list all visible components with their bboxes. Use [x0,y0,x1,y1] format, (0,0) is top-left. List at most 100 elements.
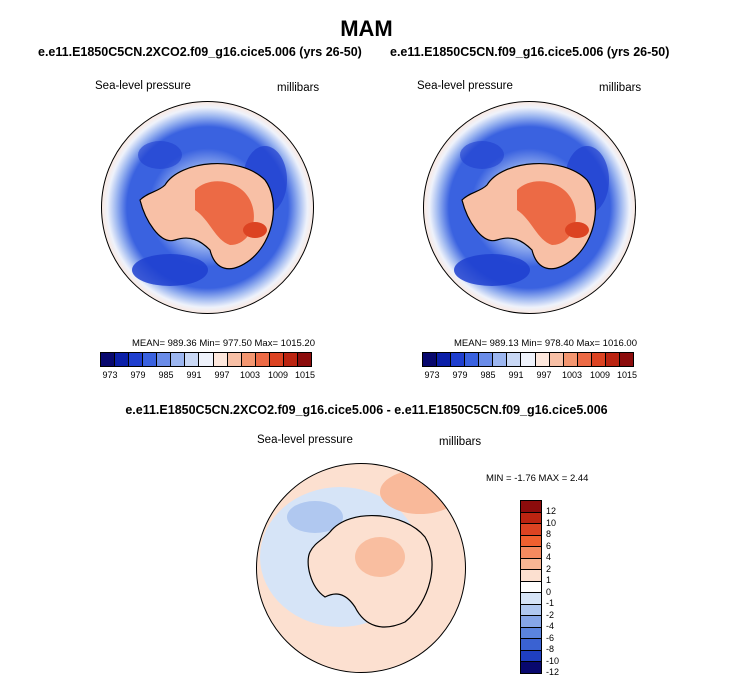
diff-colorbar-tick: -12 [546,667,560,677]
colorbar-tick: 997 [536,370,552,380]
diff-colorbar-tick-labels: 12 10 8 6 4 2 1 0 -1 -2 -4 -6 -8 -10 -12 [546,500,576,677]
colorbar-swatch [479,353,494,366]
colorbar-swatch [143,353,158,366]
panel1-stats: MEAN= 989.36 Min= 977.50 Max= 1015.20 [132,338,315,349]
diff-colorbar-swatch [521,627,541,640]
negative-anomaly-icon [287,501,343,533]
diff-polar-map [256,463,466,673]
diff-colorbar-swatch [521,593,541,605]
diff-colorbar-tick: 12 [546,506,557,516]
colorbar-swatch [157,353,172,366]
diff-colorbar-tick: 0 [546,587,552,597]
colorbar-swatch [521,353,536,366]
low-pressure-trough-icon [132,254,208,286]
panel1-units-label: millibars [277,82,320,94]
colorbar-tick: 1015 [294,370,316,380]
diff-colorbar-swatch [521,662,541,673]
colorbar-tick: 973 [102,370,118,380]
colorbar-tick: 1003 [561,370,583,380]
high-pressure-core-icon [243,222,267,238]
diff-colorbar-swatch [521,558,541,571]
diff-colorbar [520,500,542,674]
panel2-polar-map [423,101,636,314]
diff-colorbar-swatch [521,650,541,663]
colorbar-swatch [199,353,214,366]
colorbar-tick: 1015 [616,370,638,380]
colorbar-tick: 979 [130,370,146,380]
colorbar-swatch [507,353,522,366]
colorbar-swatch [129,353,144,366]
diff-units-label: millibars [439,436,482,448]
colorbar-swatch [451,353,466,366]
diff-colorbar-tick: 6 [546,541,552,551]
diff-colorbar-swatch [521,604,541,617]
panel1-variable-label: Sea-level pressure [95,80,191,92]
positive-anomaly-icon [355,537,405,577]
diff-colorbar-swatch [521,581,541,594]
diff-colorbar-swatch [521,547,541,559]
colorbar-swatch [115,353,130,366]
panel1-case-title: e.e11.E1850C5CN.2XCO2.f09_g16.cice5.006 … [38,45,362,59]
colorbar-tick: 1003 [239,370,261,380]
high-pressure-core-icon [517,181,576,245]
colorbar-swatch [297,353,311,366]
colorbar-swatch [605,353,620,366]
diff-colorbar-tick: -4 [546,621,555,631]
colorbar-tick: 979 [452,370,468,380]
diff-colorbar-swatch [521,639,541,651]
positive-anomaly-icon [380,470,460,514]
colorbar-swatch [577,353,592,366]
colorbar-tick: 985 [480,370,496,380]
colorbar-swatch [535,353,550,366]
diff-colorbar-tick: -10 [546,656,560,666]
colorbar-swatches [100,352,312,367]
diff-colorbar-swatch [521,570,541,582]
colorbar-swatch [549,353,564,366]
diff-colorbar-tick: -2 [546,610,555,620]
diff-colorbar-tick: -1 [546,598,555,608]
panel2-case-title: e.e11.E1850C5CN.f09_g16.cice5.006 (yrs 2… [390,45,670,59]
diff-colorbar-tick: 1 [546,575,552,585]
colorbar-swatch [591,353,606,366]
diff-title: e.e11.E1850C5CN.2XCO2.f09_g16.cice5.006 … [125,403,608,417]
colorbar-tick: 973 [424,370,440,380]
colorbar-swatch [171,353,186,366]
colorbar-swatch [283,353,298,366]
colorbar-swatch [213,353,228,366]
colorbar-swatch [465,353,480,366]
panel2-stats: MEAN= 989.13 Min= 978.40 Max= 1016.00 [454,338,637,349]
colorbar-tick-labels: 973 979 985 991 997 1003 1009 1015 [422,370,638,382]
low-pressure-trough-icon [138,141,182,169]
panel2-colorbar: 973 979 985 991 997 1003 1009 1015 [422,352,638,382]
panel1-polar-map [101,101,314,314]
diff-colorbar-swatch [521,535,541,548]
diff-colorbar-swatch [521,616,541,628]
diff-colorbar-tick: 8 [546,529,552,539]
diff-colorbar-tick: -8 [546,644,555,654]
colorbar-swatch [269,353,284,366]
colorbar-swatch [227,353,242,366]
diff-colorbar-tick: 2 [546,564,552,574]
diff-colorbar-tick: 4 [546,552,552,562]
diff-colorbar-tick: -6 [546,633,555,643]
diff-colorbar-tick: 10 [546,518,557,528]
diff-variable-label: Sea-level pressure [257,434,353,446]
colorbar-swatches [422,352,634,367]
low-pressure-trough-icon [460,141,504,169]
colorbar-swatch [437,353,452,366]
panel2-variable-label: Sea-level pressure [417,80,513,92]
colorbar-swatch [255,353,270,366]
colorbar-swatch [493,353,508,366]
panel1-colorbar: 973 979 985 991 997 1003 1009 1015 [100,352,316,382]
diff-colorbar-swatch [521,501,541,513]
colorbar-tick: 1009 [267,370,289,380]
diff-colorbar-swatch [521,512,541,525]
colorbar-tick: 997 [214,370,230,380]
figure-title: MAM [340,16,393,41]
high-pressure-core-icon [565,222,589,238]
colorbar-swatch [563,353,578,366]
high-pressure-core-icon [195,181,254,245]
colorbar-swatch [185,353,200,366]
colorbar-tick: 991 [508,370,524,380]
colorbar-tick: 985 [158,370,174,380]
